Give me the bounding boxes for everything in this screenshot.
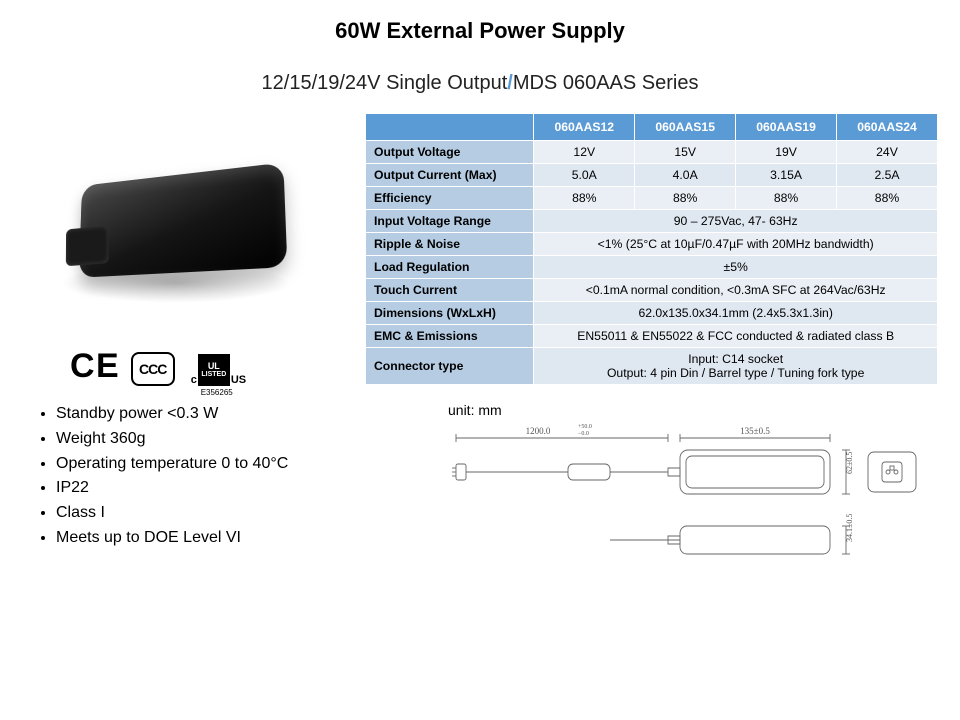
feature-item: Weight 360g xyxy=(56,427,438,452)
spec-cell: 88% xyxy=(635,187,736,210)
page-title: 60W External Power Supply xyxy=(0,0,960,44)
table-row: Load Regulation±5% xyxy=(366,256,938,279)
feature-item: IP22 xyxy=(56,476,438,501)
spec-table: 060AAS12 060AAS15 060AAS19 060AAS24 Outp… xyxy=(365,113,938,385)
spec-cell-span: ±5% xyxy=(534,256,938,279)
spec-cell: 3.15A xyxy=(736,164,837,187)
row-label: Dimensions (WxLxH) xyxy=(366,302,534,325)
row-label: Output Current (Max) xyxy=(366,164,534,187)
spec-cell-span: 90 – 275Vac, 47- 63Hz xyxy=(534,210,938,233)
unit-label: unit: mm xyxy=(448,402,938,418)
table-row: Touch Current<0.1mA normal condition, <0… xyxy=(366,279,938,302)
table-row: EMC & EmissionsEN55011 & EN55022 & FCC c… xyxy=(366,325,938,348)
spec-cell-span: EN55011 & EN55022 & FCC conducted & radi… xyxy=(534,325,938,348)
row-label: Efficiency xyxy=(366,187,534,210)
spec-cell: 4.0A xyxy=(635,164,736,187)
certification-logos: C E CCC c UL LISTED US E356265 xyxy=(30,347,345,386)
subtitle-right: MDS 060AAS Series xyxy=(513,72,699,94)
row-label: Ripple & Noise xyxy=(366,233,534,256)
table-header-row: 060AAS12 060AAS15 060AAS19 060AAS24 xyxy=(366,114,938,141)
ul-mark-icon: c UL LISTED US E356265 xyxy=(191,354,246,386)
row-label: Output Voltage xyxy=(366,141,534,164)
product-image xyxy=(30,143,330,313)
spec-cell: 88% xyxy=(837,187,938,210)
header-model: 060AAS19 xyxy=(736,114,837,141)
row-label: Input Voltage Range xyxy=(366,210,534,233)
svg-text:135±0.5: 135±0.5 xyxy=(740,426,770,436)
spec-cell-span: <0.1mA normal condition, <0.3mA SFC at 2… xyxy=(534,279,938,302)
spec-cell-span: 62.0x135.0x34.1mm (2.4x5.3x1.3in) xyxy=(534,302,938,325)
feature-item: Operating temperature 0 to 40°C xyxy=(56,452,438,477)
spec-cell: 88% xyxy=(736,187,837,210)
spec-cell: 19V xyxy=(736,141,837,164)
row-label: Touch Current xyxy=(366,279,534,302)
svg-text:−0.0: −0.0 xyxy=(578,431,589,437)
spec-cell: 12V xyxy=(534,141,635,164)
spec-cell-span: Input: C14 socketOutput: 4 pin Din / Bar… xyxy=(534,348,938,385)
table-row: Efficiency88%88%88%88% xyxy=(366,187,938,210)
row-label: EMC & Emissions xyxy=(366,325,534,348)
subtitle-left: 12/15/19/24V Single Output xyxy=(262,72,508,94)
spec-cell: 24V xyxy=(837,141,938,164)
feature-item: Meets up to DOE Level VI xyxy=(56,526,438,551)
row-label: Connector type xyxy=(366,348,534,385)
feature-item: Standby power <0.3 W xyxy=(56,402,438,427)
header-model: 060AAS24 xyxy=(837,114,938,141)
subtitle: 12/15/19/24V Single Output/MDS 060AAS Se… xyxy=(0,44,960,95)
spec-cell: 5.0A xyxy=(534,164,635,187)
table-row: Input Voltage Range90 – 275Vac, 47- 63Hz xyxy=(366,210,938,233)
row-label: Load Regulation xyxy=(366,256,534,279)
table-row: Dimensions (WxLxH)62.0x135.0x34.1mm (2.4… xyxy=(366,302,938,325)
svg-text:+50.0: +50.0 xyxy=(578,424,592,430)
spec-cell: 2.5A xyxy=(837,164,938,187)
ce-mark-icon: C E xyxy=(70,347,115,386)
ccc-mark-icon: CCC xyxy=(131,352,175,386)
svg-text:1200.0: 1200.0 xyxy=(526,426,551,436)
svg-text:62±0.5: 62±0.5 xyxy=(845,452,854,474)
table-row: Output Voltage12V15V19V24V xyxy=(366,141,938,164)
feature-item: Class I xyxy=(56,501,438,526)
header-model: 060AAS12 xyxy=(534,114,635,141)
table-row: Ripple & Noise<1% (25°C at 10µF/0.47µF w… xyxy=(366,233,938,256)
header-blank xyxy=(366,114,534,141)
spec-cell-span: <1% (25°C at 10µF/0.47µF with 20MHz band… xyxy=(534,233,938,256)
spec-cell: 15V xyxy=(635,141,736,164)
table-row: Connector typeInput: C14 socketOutput: 4… xyxy=(366,348,938,385)
spec-cell: 88% xyxy=(534,187,635,210)
svg-text:34.1±0.5: 34.1±0.5 xyxy=(845,514,854,542)
table-row: Output Current (Max)5.0A4.0A3.15A2.5A xyxy=(366,164,938,187)
dimensions-drawing: 1200.0 +50.0 −0.0 135±0.5 62±0.5 34.1±0.… xyxy=(448,418,928,568)
header-model: 060AAS15 xyxy=(635,114,736,141)
feature-list: Standby power <0.3 WWeight 360gOperating… xyxy=(38,402,438,573)
